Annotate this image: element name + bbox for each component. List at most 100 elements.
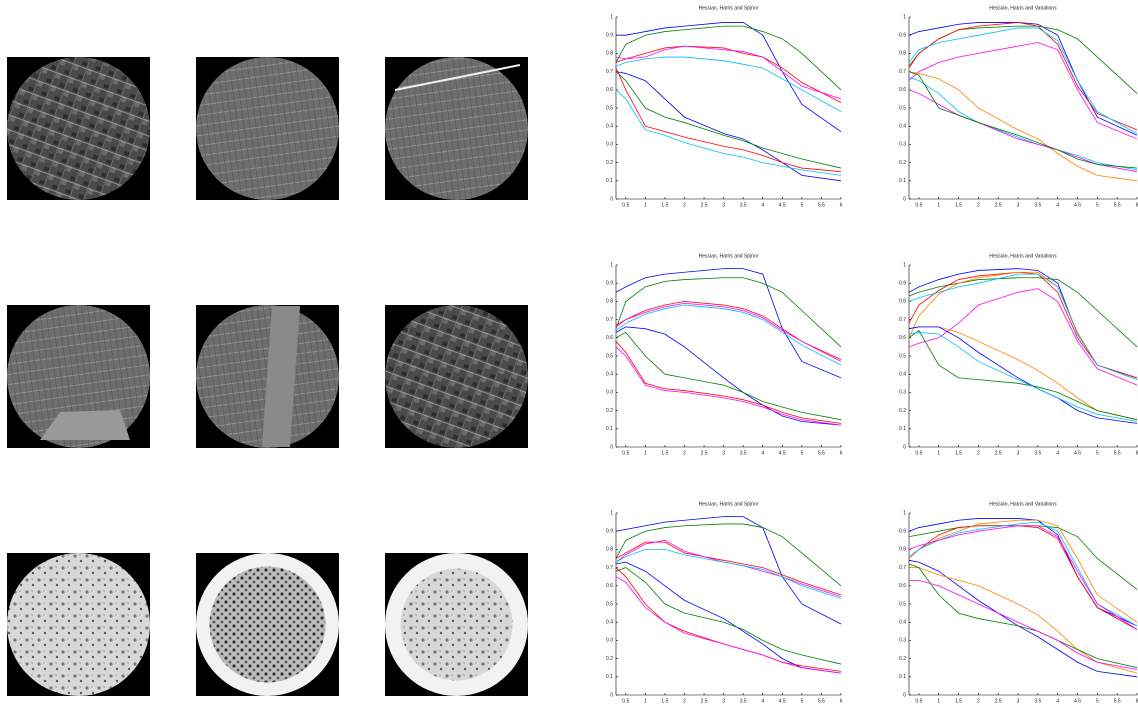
- x-tick-label: 1.5: [661, 450, 668, 456]
- chart-title: Hessian, Harris and Spinor: [699, 501, 759, 507]
- y-tick-label: 0.3: [899, 142, 906, 148]
- x-tick-label: 4: [1056, 450, 1059, 456]
- y-tick-label: 0.8: [899, 299, 906, 305]
- chart-title: Hessian, Harris and Variations: [989, 5, 1057, 11]
- line-chart: Hessian, Harris and Variations 0 0.1 0.2 0.3…: [899, 253, 1138, 456]
- data-line: [615, 331, 842, 421]
- x-tick-label: 2: [683, 450, 686, 456]
- data-line: [908, 326, 1138, 421]
- data-line: [615, 523, 842, 587]
- x-tick-label: 2.5: [995, 698, 1002, 704]
- x-tick-label: 0.5: [622, 450, 629, 456]
- y-tick-label: 0.5: [899, 353, 906, 359]
- data-line: [908, 89, 1138, 173]
- x-tick-label: 3: [1017, 450, 1020, 456]
- data-line: [908, 273, 1138, 381]
- y-tick-label: 0.7: [899, 69, 906, 75]
- y-tick-label: 0.1: [606, 426, 613, 432]
- data-line: [908, 521, 1138, 627]
- x-tick-label: 5: [800, 450, 803, 456]
- y-tick-label: 0.8: [606, 299, 613, 305]
- x-tick-label: 3: [722, 202, 725, 208]
- x-tick-label: 2: [977, 202, 980, 208]
- x-tick-label: 0.5: [915, 450, 922, 456]
- y-tick-label: 0.2: [899, 160, 906, 166]
- x-tick-label: 5.5: [818, 698, 825, 704]
- image-grid: [7, 57, 528, 696]
- y-tick-label: 1: [903, 262, 906, 268]
- data-line: [908, 25, 1138, 94]
- y-tick-label: 0.9: [606, 281, 613, 287]
- thumbnail: [385, 57, 528, 200]
- x-tick-label: 4.5: [1074, 450, 1081, 456]
- y-tick-label: 0.9: [606, 33, 613, 39]
- data-line: [615, 346, 842, 426]
- x-tick-label: 6: [840, 202, 843, 208]
- y-tick-label: 0: [903, 444, 906, 450]
- x-tick-label: 2.5: [701, 698, 708, 704]
- data-line: [615, 561, 842, 674]
- y-tick-label: 0.6: [899, 335, 906, 341]
- y-tick-label: 1: [903, 14, 906, 20]
- y-tick-label: 0.8: [606, 547, 613, 553]
- x-tick-label: 3: [1017, 698, 1020, 704]
- y-tick-label: 0: [610, 692, 613, 698]
- x-tick-label: 1: [937, 698, 940, 704]
- x-tick-label: 1: [937, 450, 940, 456]
- line-chart: Hessian, Harris and Variations 0 0.1 0.2 0.3…: [899, 5, 1138, 208]
- thumbnail: [196, 57, 339, 200]
- x-tick-label: 3.5: [1034, 450, 1041, 456]
- x-tick-label: 1.5: [955, 698, 962, 704]
- x-tick-label: 2: [977, 450, 980, 456]
- x-tick-label: 2.5: [995, 202, 1002, 208]
- x-tick-label: 6: [1136, 698, 1138, 704]
- data-line: [908, 271, 1138, 381]
- y-tick-label: 0: [903, 692, 906, 698]
- y-tick-label: 0.5: [606, 105, 613, 111]
- y-tick-label: 0: [610, 444, 613, 450]
- chart-title: Hessian, Harris and Spinor: [699, 5, 759, 11]
- data-line: [615, 341, 842, 424]
- y-tick-label: 0.5: [606, 353, 613, 359]
- x-tick-label: 5: [800, 698, 803, 704]
- data-line: [615, 300, 842, 361]
- x-tick-label: 1: [644, 698, 647, 704]
- data-line: [908, 559, 1138, 678]
- x-tick-label: 3: [1017, 202, 1020, 208]
- y-tick-label: 0.4: [899, 124, 906, 130]
- data-line: [909, 579, 1138, 670]
- x-tick-label: 0.5: [915, 698, 922, 704]
- y-tick-label: 0.2: [606, 408, 613, 414]
- y-tick-label: 0.5: [606, 601, 613, 607]
- x-tick-label: 5.5: [818, 450, 825, 456]
- data-line: [908, 42, 1138, 140]
- x-tick-label: 1.5: [661, 202, 668, 208]
- data-line: [615, 268, 842, 379]
- data-line: [908, 288, 1138, 386]
- x-tick-label: 5.5: [1114, 698, 1121, 704]
- data-line: [908, 329, 1138, 421]
- data-line: [908, 525, 1138, 630]
- data-line: [908, 76, 1138, 171]
- data-line: [615, 71, 842, 169]
- y-tick-label: 0.7: [606, 69, 613, 75]
- y-tick-label: 0.3: [606, 638, 613, 644]
- x-tick-label: 1: [937, 202, 940, 208]
- y-tick-label: 0.2: [899, 656, 906, 662]
- y-tick-label: 0.4: [899, 620, 906, 626]
- data-line: [615, 71, 842, 182]
- data-line: [615, 567, 842, 672]
- y-tick-label: 0.4: [606, 124, 613, 130]
- data-line: [615, 56, 842, 112]
- x-tick-label: 3.5: [1034, 202, 1041, 208]
- x-tick-label: 5: [1096, 450, 1099, 456]
- chart-title: Hessian, Harris and Variations: [989, 501, 1057, 507]
- y-tick-label: 0.9: [606, 529, 613, 535]
- y-tick-label: 0.1: [606, 178, 613, 184]
- y-tick-label: 0.7: [606, 317, 613, 323]
- y-tick-label: 0.9: [899, 33, 906, 39]
- data-line: [615, 516, 842, 625]
- y-tick-label: 0.5: [899, 601, 906, 607]
- y-tick-label: 1: [903, 510, 906, 516]
- x-tick-label: 5: [1096, 202, 1099, 208]
